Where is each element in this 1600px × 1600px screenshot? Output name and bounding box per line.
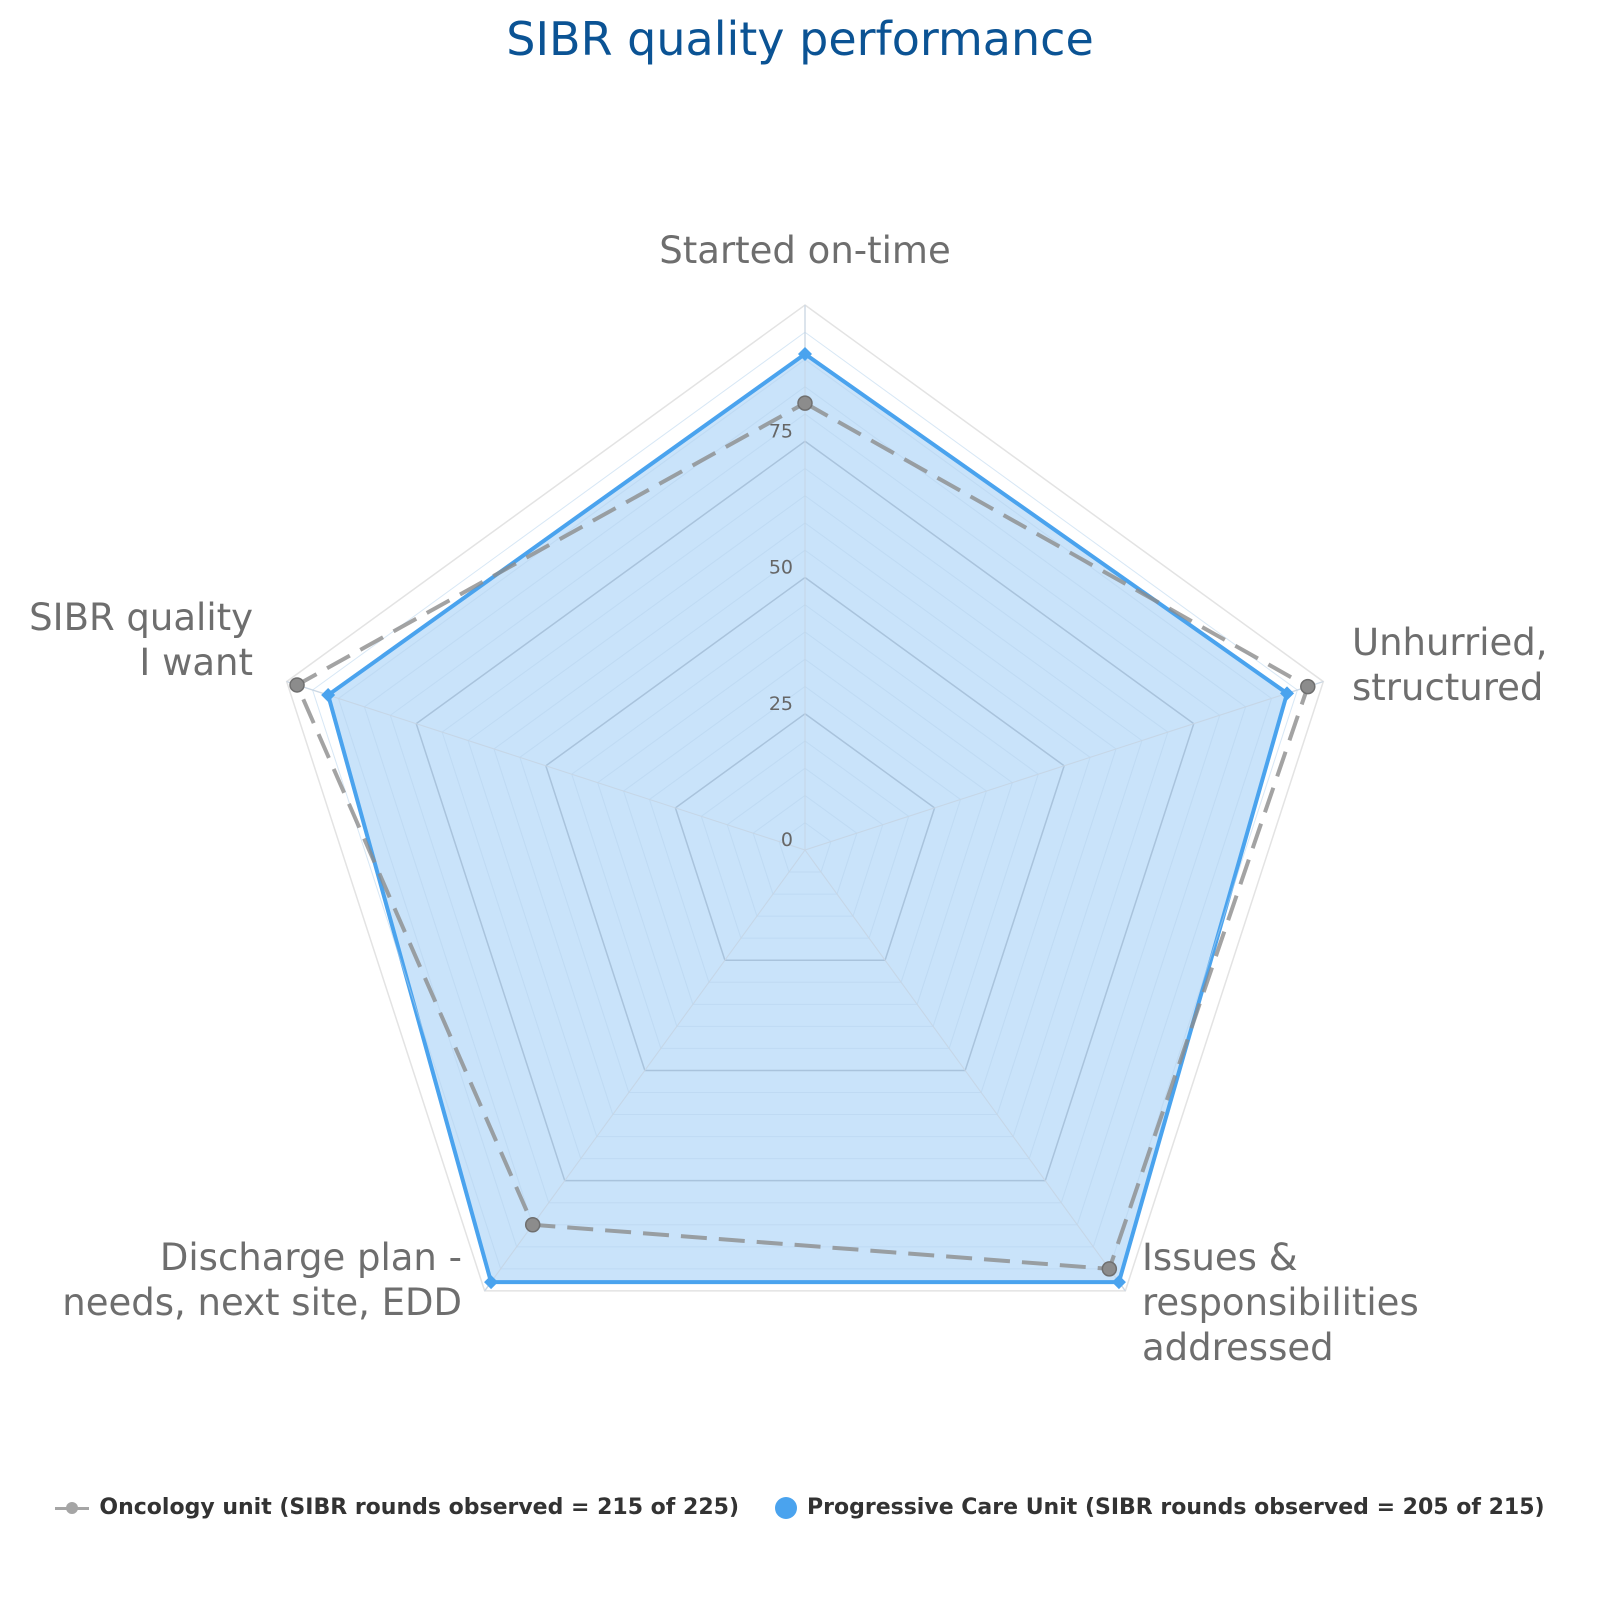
- grid-minor-ring: [389, 413, 1221, 1204]
- grid-minor-ring: [441, 467, 1169, 1160]
- grid-minor-ring: [363, 386, 1247, 1226]
- axis-label-line: Started on-time: [659, 229, 950, 272]
- grid-spoke-overlay: [804, 681, 1324, 851]
- grid-spoke-overlay: [484, 849, 806, 1292]
- grid-minor-ring: [622, 658, 988, 1005]
- grid-minor-ring: [778, 822, 832, 873]
- axis-label-line: addressed: [1142, 1326, 1334, 1369]
- legend-marker-oncology: [55, 1501, 90, 1515]
- legend-label-oncology: Oncology unit (SIBR rounds observed = 21…: [99, 1495, 740, 1520]
- grid-minor-ring: [493, 522, 1117, 1116]
- grid-minor-ring: [700, 740, 910, 939]
- point-progressive-care[interactable]: [798, 347, 812, 362]
- tick-label: 50: [769, 557, 793, 579]
- grid-spoke-overlay: [804, 849, 1126, 1292]
- axis-label: Discharge plan -needs, next site, EDD: [62, 1236, 462, 1324]
- point-oncology[interactable]: [797, 395, 813, 411]
- grid-major-ring-overlay: [415, 440, 1195, 1182]
- axis-label-line: responsibilities: [1142, 1281, 1419, 1324]
- legend: Oncology unit (SIBR rounds observed = 21…: [0, 1495, 1600, 1520]
- tick-label: 0: [781, 829, 793, 851]
- grid-minor-ring: [597, 631, 1013, 1027]
- grid-major-ring-overlay: [674, 712, 936, 961]
- grid-spoke-overlay: [286, 681, 806, 851]
- grid-minor-ring: [648, 685, 962, 983]
- grid-minor-ring: [467, 495, 1143, 1138]
- chart-title: SIBR quality performance: [506, 12, 1094, 66]
- axis-label: Unhurried, structured: [1352, 621, 1548, 709]
- point-oncology[interactable]: [1101, 1261, 1118, 1277]
- axis-label-line: structured: [1352, 666, 1543, 709]
- point-oncology[interactable]: [289, 677, 305, 693]
- series-area-progressive-care: [325, 351, 1290, 1285]
- axis-label-line: SIBR quality: [29, 596, 253, 639]
- point-progressive-care[interactable]: [484, 1275, 499, 1290]
- point-oncology[interactable]: [524, 1217, 541, 1233]
- point-progressive-care[interactable]: [321, 688, 336, 703]
- grid-major-ring-overlay: [544, 576, 1066, 1072]
- tick-label: 75: [769, 420, 793, 442]
- legend-item-progressive-care[interactable]: Progressive Care Unit (SIBR rounds obser…: [775, 1495, 1545, 1520]
- axis-label-line: I want: [139, 641, 253, 684]
- series-line-oncology: [294, 400, 1311, 1271]
- point-progressive-care[interactable]: [1280, 686, 1295, 701]
- tick-label: 25: [769, 693, 793, 715]
- grid-ring: [285, 304, 1325, 1292]
- grid-minor-ring: [726, 767, 884, 917]
- radar-axis-labels: Started on-time Unhurried, structured Issue…: [29, 229, 1547, 1369]
- axis-label: Issues & responsibilities addressed: [1142, 1236, 1419, 1369]
- axis-label-line: Unhurried,: [1352, 621, 1548, 664]
- radar-tick-labels: 0 25 50 75: [769, 420, 793, 851]
- point-progressive-care[interactable]: [1111, 1275, 1126, 1290]
- grid-minor-ring: [571, 604, 1039, 1049]
- legend-marker-progressive-care: [775, 1496, 798, 1519]
- axis-label-line: Discharge plan -: [160, 1236, 462, 1279]
- axis-label: Started on-time: [659, 229, 950, 272]
- point-oncology[interactable]: [1300, 678, 1316, 695]
- axis-label-line: needs, next site, EDD: [62, 1281, 462, 1324]
- grid-minor-ring: [519, 549, 1091, 1094]
- radar-series: [286, 305, 1324, 1292]
- axis-label-line: Issues &: [1142, 1236, 1298, 1279]
- legend-label-progressive-care: Progressive Care Unit (SIBR rounds obser…: [807, 1495, 1545, 1520]
- legend-item-oncology[interactable]: Oncology unit (SIBR rounds observed = 21…: [55, 1495, 739, 1520]
- grid-minor-ring: [752, 794, 858, 895]
- axis-label: SIBR quality I want: [29, 596, 253, 684]
